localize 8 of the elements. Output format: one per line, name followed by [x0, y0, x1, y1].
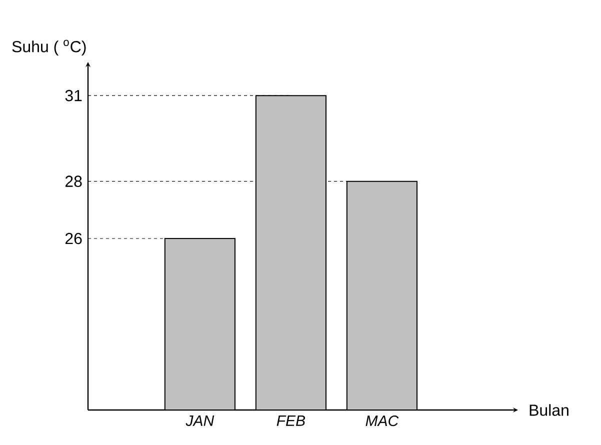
y-tick-label: 28	[65, 176, 82, 187]
y-tick-label: 31	[65, 90, 82, 102]
y-axis-title: Suhu ( $^{o}$C)	[12, 40, 86, 56]
x-tick-label: JAN	[186, 416, 214, 426]
y-tick-label: 26	[65, 232, 82, 244]
x-tick-label: MAC	[366, 416, 399, 426]
x-tick-label: FEB	[276, 416, 306, 426]
text: Bulan	[530, 404, 568, 416]
